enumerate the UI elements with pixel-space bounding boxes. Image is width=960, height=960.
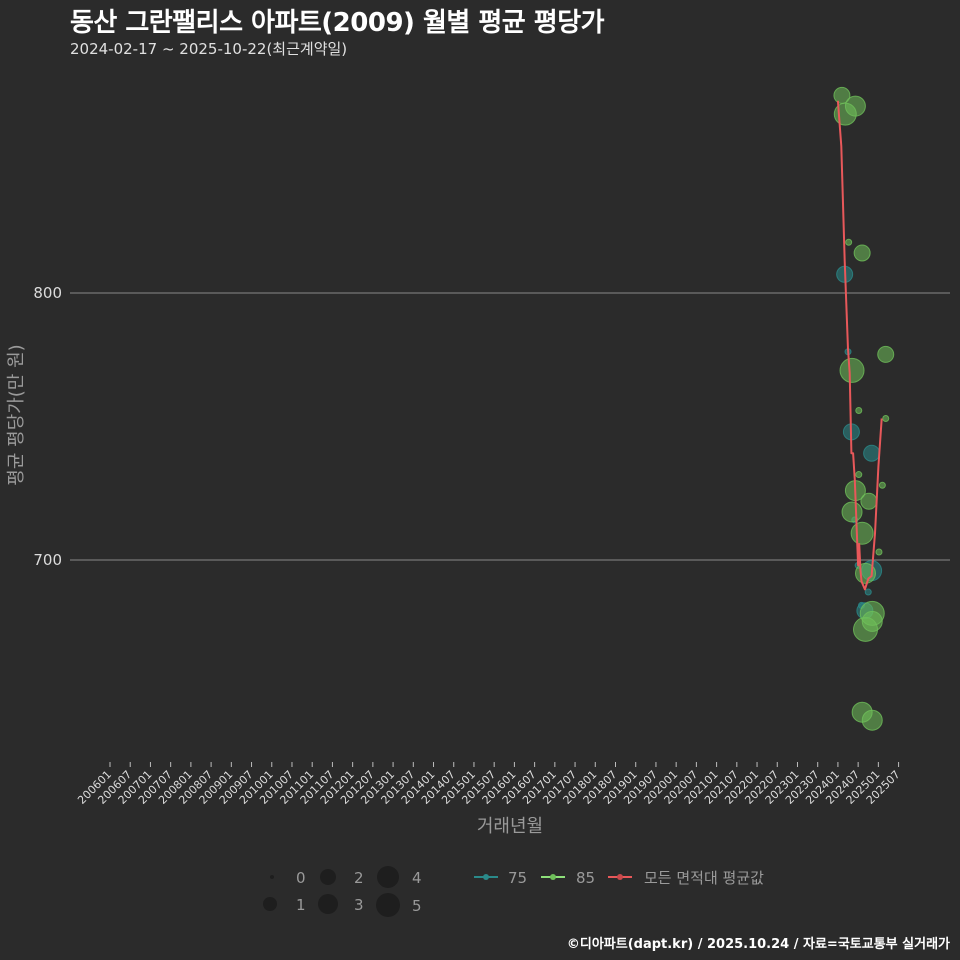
legend-75-label: 75 (508, 869, 527, 887)
legend-85-marker (550, 874, 556, 880)
chart-title: 동산 그란팰리스 아파트(2009) 월별 평균 평당가 (70, 8, 605, 38)
legend-avg-marker (617, 874, 623, 880)
data-point-85 (844, 95, 866, 117)
data-point-85 (877, 345, 895, 363)
average-line (836, 100, 883, 591)
data-point-85 (882, 414, 890, 422)
data-point-75 (864, 588, 872, 596)
legend-avg-label: 모든 면적대 평균값 (644, 869, 764, 887)
data-point-85 (845, 238, 853, 246)
data-point-85 (839, 357, 865, 383)
data-point-85 (841, 501, 863, 523)
data-point-85 (875, 548, 883, 556)
size-legend-dot-3 (318, 894, 338, 914)
x-axis-ticks: 2006012006072007012007072008012008072009… (75, 762, 903, 807)
y-tick-700: 700 (33, 551, 62, 569)
size-label-3: 3 (354, 896, 364, 914)
size-legend-dot-4 (377, 866, 399, 888)
x-axis-title: 거래년월 (476, 816, 544, 837)
data-point-85 (860, 492, 878, 510)
series-legend: 75 85 모든 면적대 평균값 (474, 869, 764, 887)
size-legend-dot-5 (376, 893, 400, 917)
size-label-0: 0 (296, 869, 306, 887)
data-point-75 (863, 444, 881, 462)
size-label-5: 5 (412, 897, 422, 915)
data-point-85 (855, 406, 863, 414)
footer-credit: ©디아파트(dapt.kr) / 2025.10.24 / 자료=국토교통부 실… (566, 937, 950, 952)
size-label-4: 4 (412, 869, 422, 887)
size-label-1: 1 (296, 896, 306, 914)
y-tick-800: 800 (33, 284, 62, 302)
legend-85-label: 85 (576, 869, 595, 887)
size-legend-dot-0 (270, 875, 274, 879)
gridlines (70, 292, 950, 561)
size-label-2: 2 (354, 869, 364, 887)
data-point-85 (855, 471, 863, 479)
size-legend: 0 1 2 3 4 5 (263, 866, 422, 917)
legend-75-marker (483, 874, 489, 880)
data-point-85 (859, 600, 885, 626)
data-point-85 (861, 709, 883, 731)
data-point-85 (850, 521, 874, 545)
chart-subtitle: 2024-02-17 ~ 2025-10-22(최근계약일) (70, 40, 348, 58)
data-point-85 (853, 244, 871, 262)
legend: 0 1 2 3 4 5 75 85 모든 면적대 평균값 (263, 866, 764, 917)
size-legend-dot-1 (263, 897, 277, 911)
size-legend-dot-2 (320, 869, 336, 885)
data-point-85 (878, 481, 886, 489)
